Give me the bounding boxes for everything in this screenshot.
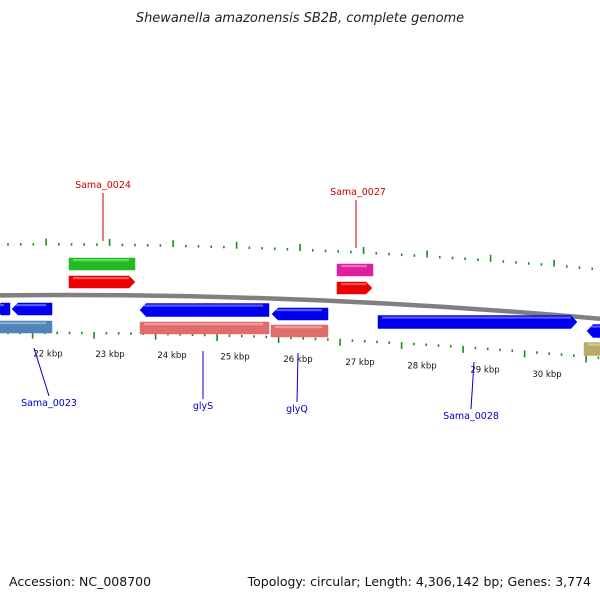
feature-highlight bbox=[73, 259, 129, 262]
feature-highlight bbox=[0, 304, 4, 307]
feature-cds bbox=[377, 315, 578, 329]
scale-label: 24 kbp bbox=[157, 351, 186, 361]
feature-rrna bbox=[139, 321, 270, 335]
feature-highlight bbox=[275, 326, 322, 329]
map-title: Shewanella amazonensis SB2B, complete ge… bbox=[136, 11, 464, 26]
feature-trna bbox=[0, 320, 53, 334]
gene-label-track: Sama_0024 Sama_0027 Sama_0023 glyS glyQ Sama_… bbox=[21, 180, 499, 422]
feature-cds bbox=[271, 307, 329, 321]
feature-highlight bbox=[341, 265, 367, 268]
scale-label: 28 kbp bbox=[407, 361, 436, 371]
feature-highlight bbox=[341, 283, 366, 286]
feature-gene bbox=[68, 275, 136, 289]
feature-highlight bbox=[73, 277, 129, 280]
feature-cds bbox=[0, 302, 11, 316]
gene-label: Sama_0023 bbox=[21, 398, 77, 409]
feature-highlight bbox=[144, 304, 263, 307]
feature-gene bbox=[583, 342, 600, 356]
feature-highlight bbox=[591, 325, 600, 328]
gene-label: glyQ bbox=[286, 404, 308, 415]
feature-gene bbox=[336, 281, 373, 295]
label-leader-line bbox=[470, 361, 475, 410]
scale-label: 25 kbp bbox=[220, 353, 249, 363]
outer-tick-track bbox=[7, 238, 594, 270]
feature-cds bbox=[11, 302, 53, 316]
scale-label: 27 kbp bbox=[345, 358, 374, 368]
feature-rrna bbox=[270, 324, 329, 338]
topology-summary-text: Topology: circular; Length: 4,306,142 bp… bbox=[247, 574, 591, 589]
feature-highlight bbox=[144, 323, 263, 326]
gene-label: glyS bbox=[193, 401, 213, 412]
genome-backbone bbox=[0, 292, 600, 322]
gene-label: Sama_0028 bbox=[443, 411, 499, 422]
feature-track bbox=[0, 257, 600, 356]
feature-cds bbox=[139, 303, 270, 317]
gene-label: Sama_0027 bbox=[330, 187, 386, 198]
scale-label: 29 kbp bbox=[470, 365, 499, 375]
feature-highlight bbox=[276, 309, 322, 312]
feature-highlight bbox=[382, 316, 571, 319]
gene-label: Sama_0024 bbox=[75, 180, 131, 191]
feature-highlight bbox=[0, 322, 46, 325]
feature-highlight bbox=[588, 343, 600, 346]
feature-gene bbox=[68, 257, 136, 271]
feature-gene bbox=[336, 263, 374, 277]
scale-label: 30 kbp bbox=[532, 370, 561, 380]
feature-highlight bbox=[16, 304, 46, 307]
scale-label: 23 kbp bbox=[95, 350, 124, 360]
label-leader-line bbox=[296, 352, 299, 403]
scale-label: 22 kbp bbox=[33, 350, 62, 360]
accession-text: Accession: NC_008700 bbox=[9, 574, 151, 589]
feature-cds bbox=[586, 324, 600, 338]
label-leader-line bbox=[33, 347, 50, 397]
